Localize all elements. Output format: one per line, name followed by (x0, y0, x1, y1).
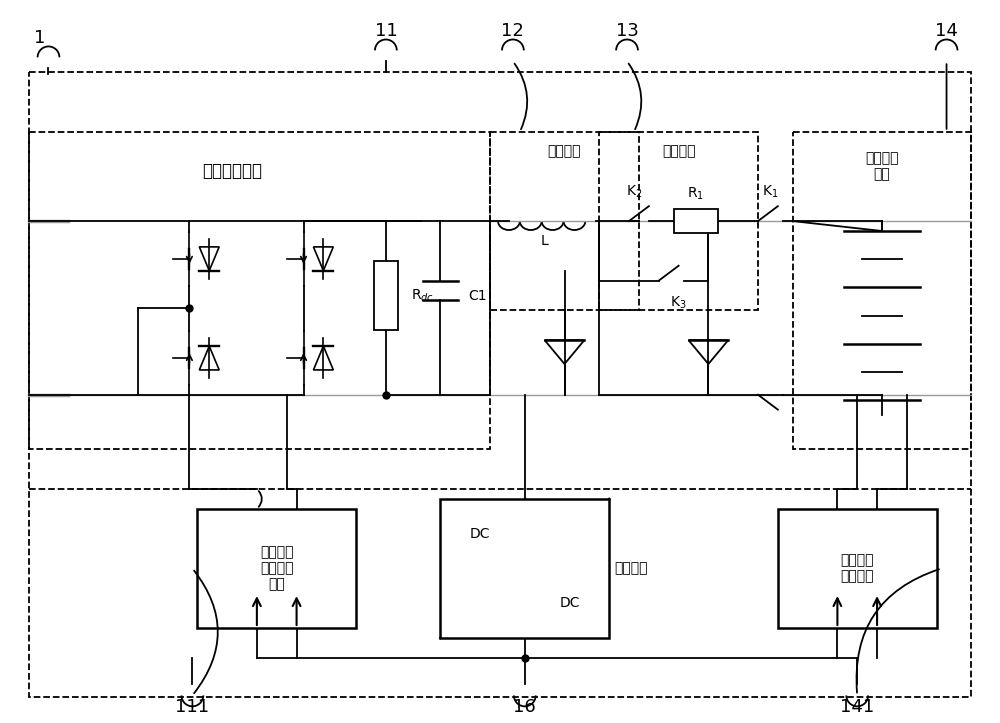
Text: L: L (541, 234, 549, 248)
Bar (490, 132, 639, 310)
Bar (778, 509, 937, 628)
Bar (29, 132, 490, 449)
Text: 软起装置: 软起装置 (662, 145, 695, 158)
Text: 14: 14 (935, 22, 958, 40)
Text: 电池管理
系统单元: 电池管理 系统单元 (840, 553, 874, 583)
Text: K$_2$: K$_2$ (626, 183, 642, 200)
Bar (674, 209, 718, 233)
Text: 开关电源: 开关电源 (614, 561, 648, 576)
Bar (374, 261, 398, 330)
Bar (599, 132, 758, 310)
Text: 1: 1 (34, 28, 45, 46)
Text: 12: 12 (501, 22, 524, 40)
Text: 双向变换
装置控制
单元: 双向变换 装置控制 单元 (260, 545, 293, 591)
Text: 13: 13 (616, 22, 638, 40)
Bar (440, 499, 609, 638)
Text: 11: 11 (375, 22, 397, 40)
Bar (197, 509, 356, 628)
Text: 双向变换装置: 双向变换装置 (202, 163, 262, 181)
Text: K$_3$: K$_3$ (670, 294, 687, 311)
Text: R$_1$: R$_1$ (687, 185, 704, 202)
Text: 16: 16 (513, 698, 536, 716)
Text: 141: 141 (840, 698, 874, 716)
Text: 111: 111 (175, 698, 209, 716)
Bar (793, 132, 971, 449)
Text: 储能电池
装置: 储能电池 装置 (865, 151, 899, 181)
Text: R$_{dc}$: R$_{dc}$ (411, 287, 434, 304)
Bar (29, 72, 971, 698)
Text: DC: DC (559, 596, 580, 610)
Text: DC: DC (470, 526, 490, 541)
Text: 滤波装置: 滤波装置 (548, 145, 581, 158)
Text: K$_1$: K$_1$ (762, 183, 778, 200)
Text: C1: C1 (468, 288, 487, 302)
